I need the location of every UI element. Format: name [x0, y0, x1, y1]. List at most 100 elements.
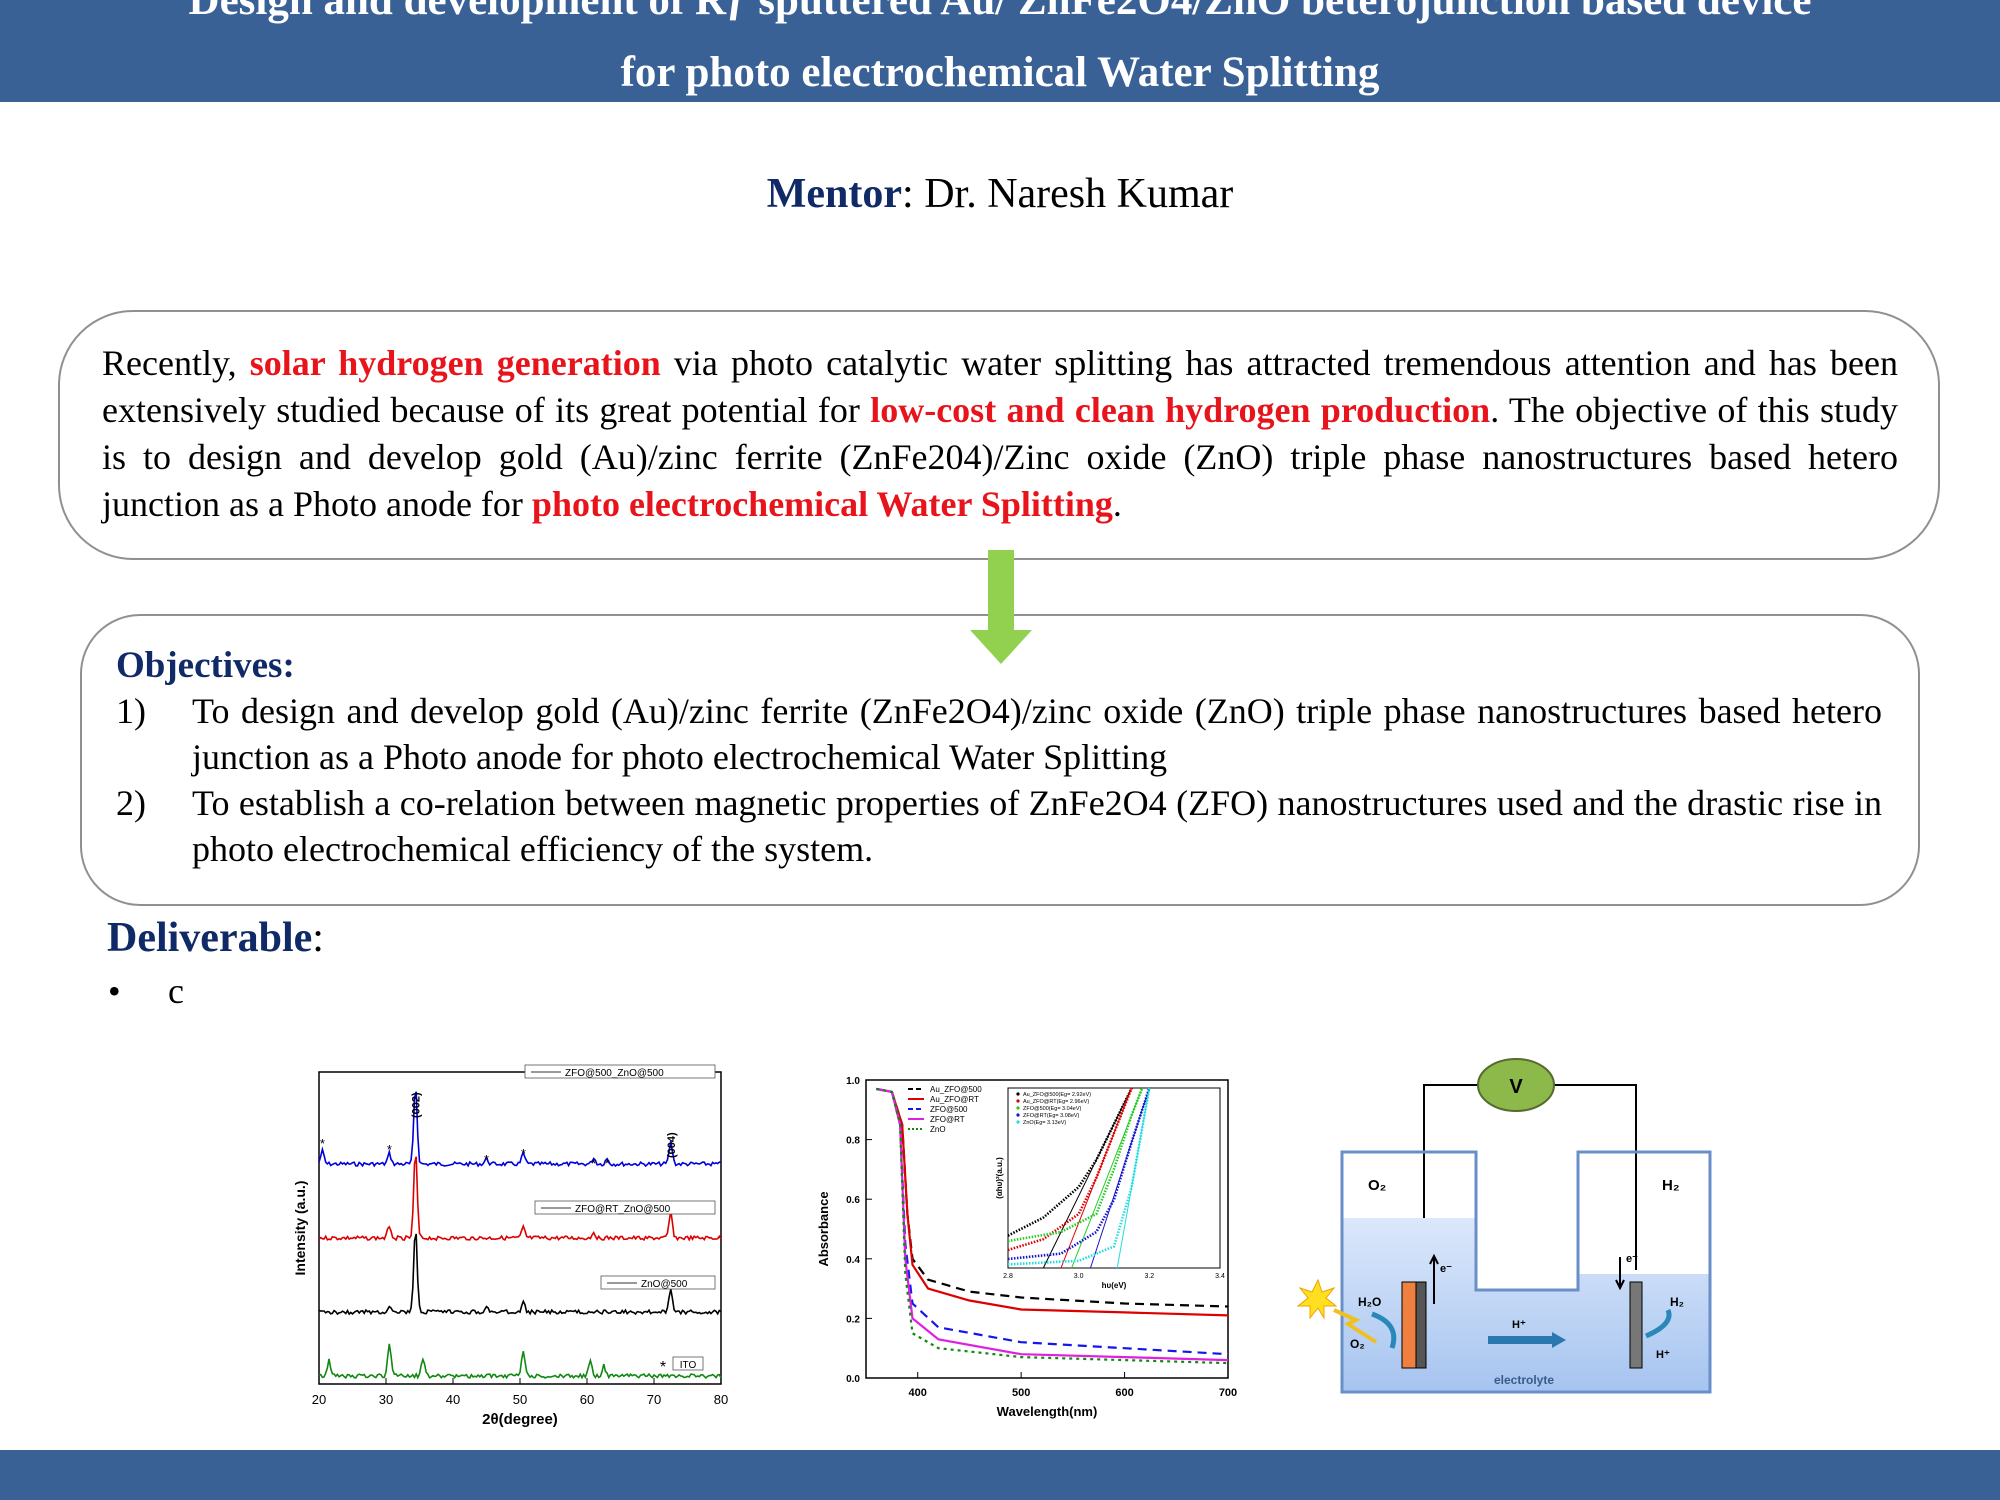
hplus-label: H⁺	[1656, 1349, 1670, 1361]
inset-fit-line	[1116, 1087, 1150, 1269]
deliverable-item-text: c	[168, 971, 184, 1011]
peak-marker: *	[605, 1156, 610, 1171]
y-tick-label: 0.2	[846, 1314, 860, 1325]
electron-label: e⁻	[1626, 1253, 1638, 1265]
intro-box: Recently, solar hydrogen generation via …	[58, 310, 1940, 560]
proton-arrowhead-icon	[1552, 1332, 1566, 1348]
legend-label: ZFO@RT	[930, 1115, 965, 1124]
photoanode	[1415, 1281, 1427, 1369]
legend-label: ZFO@RT_ZnO@500	[575, 1204, 671, 1215]
electron-arrow-up-icon	[1429, 1253, 1439, 1304]
sun-icon	[1296, 1278, 1338, 1320]
intro-highlight: low-cost and clean hydrogen production	[870, 390, 1491, 430]
bullet-icon: •	[108, 971, 121, 1011]
peak-label: (004)	[666, 1132, 678, 1158]
peak-label: (002)	[410, 1092, 422, 1118]
x-tick-label: 20	[312, 1392, 326, 1407]
xrd-chart: 20 30 40 50 60 70 80 2θ(degree) Intensity (a.u.)…	[292, 1064, 728, 1428]
peak-marker: *	[521, 1146, 526, 1161]
inset-legend-label: Au_ZFO@RT(Eg= 2.96eV)	[1023, 1099, 1089, 1105]
inset-x-tick-label: 3.0	[1074, 1273, 1084, 1280]
xrd-series-line	[318, 1156, 722, 1242]
inset-legend-label: ZnO(Eg= 3.13eV)	[1023, 1120, 1066, 1126]
inset-legend-label: ZFO@500(Eg= 3.04eV)	[1023, 1106, 1081, 1112]
legend-label: Au_ZFO@500	[930, 1085, 982, 1094]
y-tick-label: 0.0	[846, 1374, 860, 1385]
legend-marker: *	[660, 1359, 666, 1376]
voltmeter-label: V	[1509, 1076, 1523, 1098]
objective-number: 1)	[116, 691, 146, 731]
deliverable-label: Deliverable	[107, 915, 313, 961]
title-line-2: for photo electrochemical Water Splittin…	[620, 49, 1380, 96]
title-banner: Design and development of Rƒ sputtered A…	[0, 0, 2000, 102]
mentor-separator: :	[902, 171, 925, 217]
xrd-series-line	[318, 1233, 722, 1316]
x-tick-label: 70	[647, 1392, 661, 1407]
intro-highlight: solar hydrogen generation	[249, 343, 661, 383]
intro-highlight: photo electrochemical Water Splitting	[531, 484, 1113, 524]
inset-fit-line	[1089, 1087, 1150, 1269]
inset-fit-line	[1060, 1087, 1133, 1269]
plot-frame	[318, 1071, 722, 1385]
legend-label: ZnO@500	[641, 1279, 688, 1290]
intro-text: via photo catalytic water splitting has …	[102, 343, 1898, 430]
objective-item: 1) To design and develop gold (Au)/zinc …	[116, 688, 1882, 780]
inset-legend-marker	[1016, 1113, 1020, 1117]
inset-x-axis-label: hυ(eV)	[1102, 1281, 1127, 1290]
reaction-arrow-icon	[1644, 1309, 1672, 1339]
inset-x-tick-label: 3.4	[1215, 1273, 1225, 1280]
title-line-1: Design and development of Rƒ sputtered A…	[188, 0, 1812, 24]
inset-legend-marker	[1016, 1099, 1020, 1103]
reaction-arrow-icon	[1371, 1311, 1397, 1349]
intro-text: Recently,	[102, 343, 250, 383]
down-arrow-icon	[970, 550, 1032, 664]
inset-legend-marker	[1016, 1120, 1020, 1124]
y-tick-label: 0.6	[846, 1195, 860, 1206]
x-tick-label: 600	[1115, 1387, 1133, 1399]
footer-bar	[0, 1450, 2000, 1500]
deliverable-item: • c	[108, 968, 184, 1014]
objective-text: To design and develop gold (Au)/zinc fer…	[192, 691, 1882, 777]
h2-label: H₂	[1662, 1177, 1680, 1194]
electron-arrow-down-icon	[1615, 1257, 1625, 1291]
objectives-heading: Objectives:	[116, 645, 295, 686]
inset-fit-line	[1071, 1087, 1143, 1269]
o2-small-label: O₂	[1350, 1337, 1365, 1351]
objective-number: 2)	[116, 783, 146, 823]
inset-series-line	[1007, 1087, 1133, 1252]
intro-text: . The objective of this study is to desi…	[102, 390, 1898, 524]
legend-label: ZFO@500_ZnO@500	[565, 1068, 664, 1079]
electrolyte-label: electrolyte	[1494, 1373, 1554, 1387]
y-tick-label: 1.0	[846, 1076, 860, 1087]
legend-box	[672, 1356, 704, 1371]
h2o-label: H₂O	[1358, 1295, 1381, 1309]
x-axis-label: 2θ(degree)	[482, 1411, 558, 1428]
mentor-line: Mentor: Dr. Naresh Kumar	[0, 170, 2000, 218]
peak-marker: *	[320, 1136, 325, 1151]
objectives-list: 1) To design and develop gold (Au)/zinc …	[116, 688, 1882, 872]
y-axis-label: Intensity (a.u.)	[292, 1181, 308, 1276]
y-axis-label: Absorbance	[816, 1191, 831, 1266]
deliverable-colon: :	[312, 915, 324, 961]
legend-label: Au_ZFO@RT	[930, 1095, 979, 1104]
y-tick-label: 0.4	[846, 1255, 860, 1266]
x-axis-label: Wavelength(nm)	[997, 1404, 1098, 1419]
absorbance-chart: 400 500 600 700 0.0 0.2 0.4 0.6 0.8 1.0 Wavelength…	[816, 1076, 1237, 1419]
inset-fit-line	[1042, 1087, 1133, 1269]
legend-label: ZFO@500	[930, 1105, 968, 1114]
x-tick-label: 500	[1012, 1387, 1030, 1399]
absorbance-series-line	[876, 1087, 1229, 1356]
x-tick-label: 30	[379, 1392, 393, 1407]
inset-legend-label: ZFO@RT(Eg= 3.08eV)	[1023, 1113, 1080, 1119]
inset-frame	[1007, 1087, 1221, 1269]
legend-label: ITO	[680, 1360, 697, 1371]
x-tick-label: 700	[1219, 1387, 1237, 1399]
inset-legend-label: Au_ZFO@500(Eg= 2.92eV)	[1023, 1092, 1091, 1098]
legend-box	[534, 1200, 716, 1215]
inset-x-tick-label: 3.2	[1144, 1273, 1154, 1280]
xrd-series-line	[318, 1091, 722, 1168]
inset-legend-marker	[1016, 1092, 1020, 1096]
electrolyte-tank	[1342, 1218, 1710, 1392]
peak-marker: *	[484, 1152, 489, 1167]
absorbance-series-line	[876, 1087, 1229, 1362]
